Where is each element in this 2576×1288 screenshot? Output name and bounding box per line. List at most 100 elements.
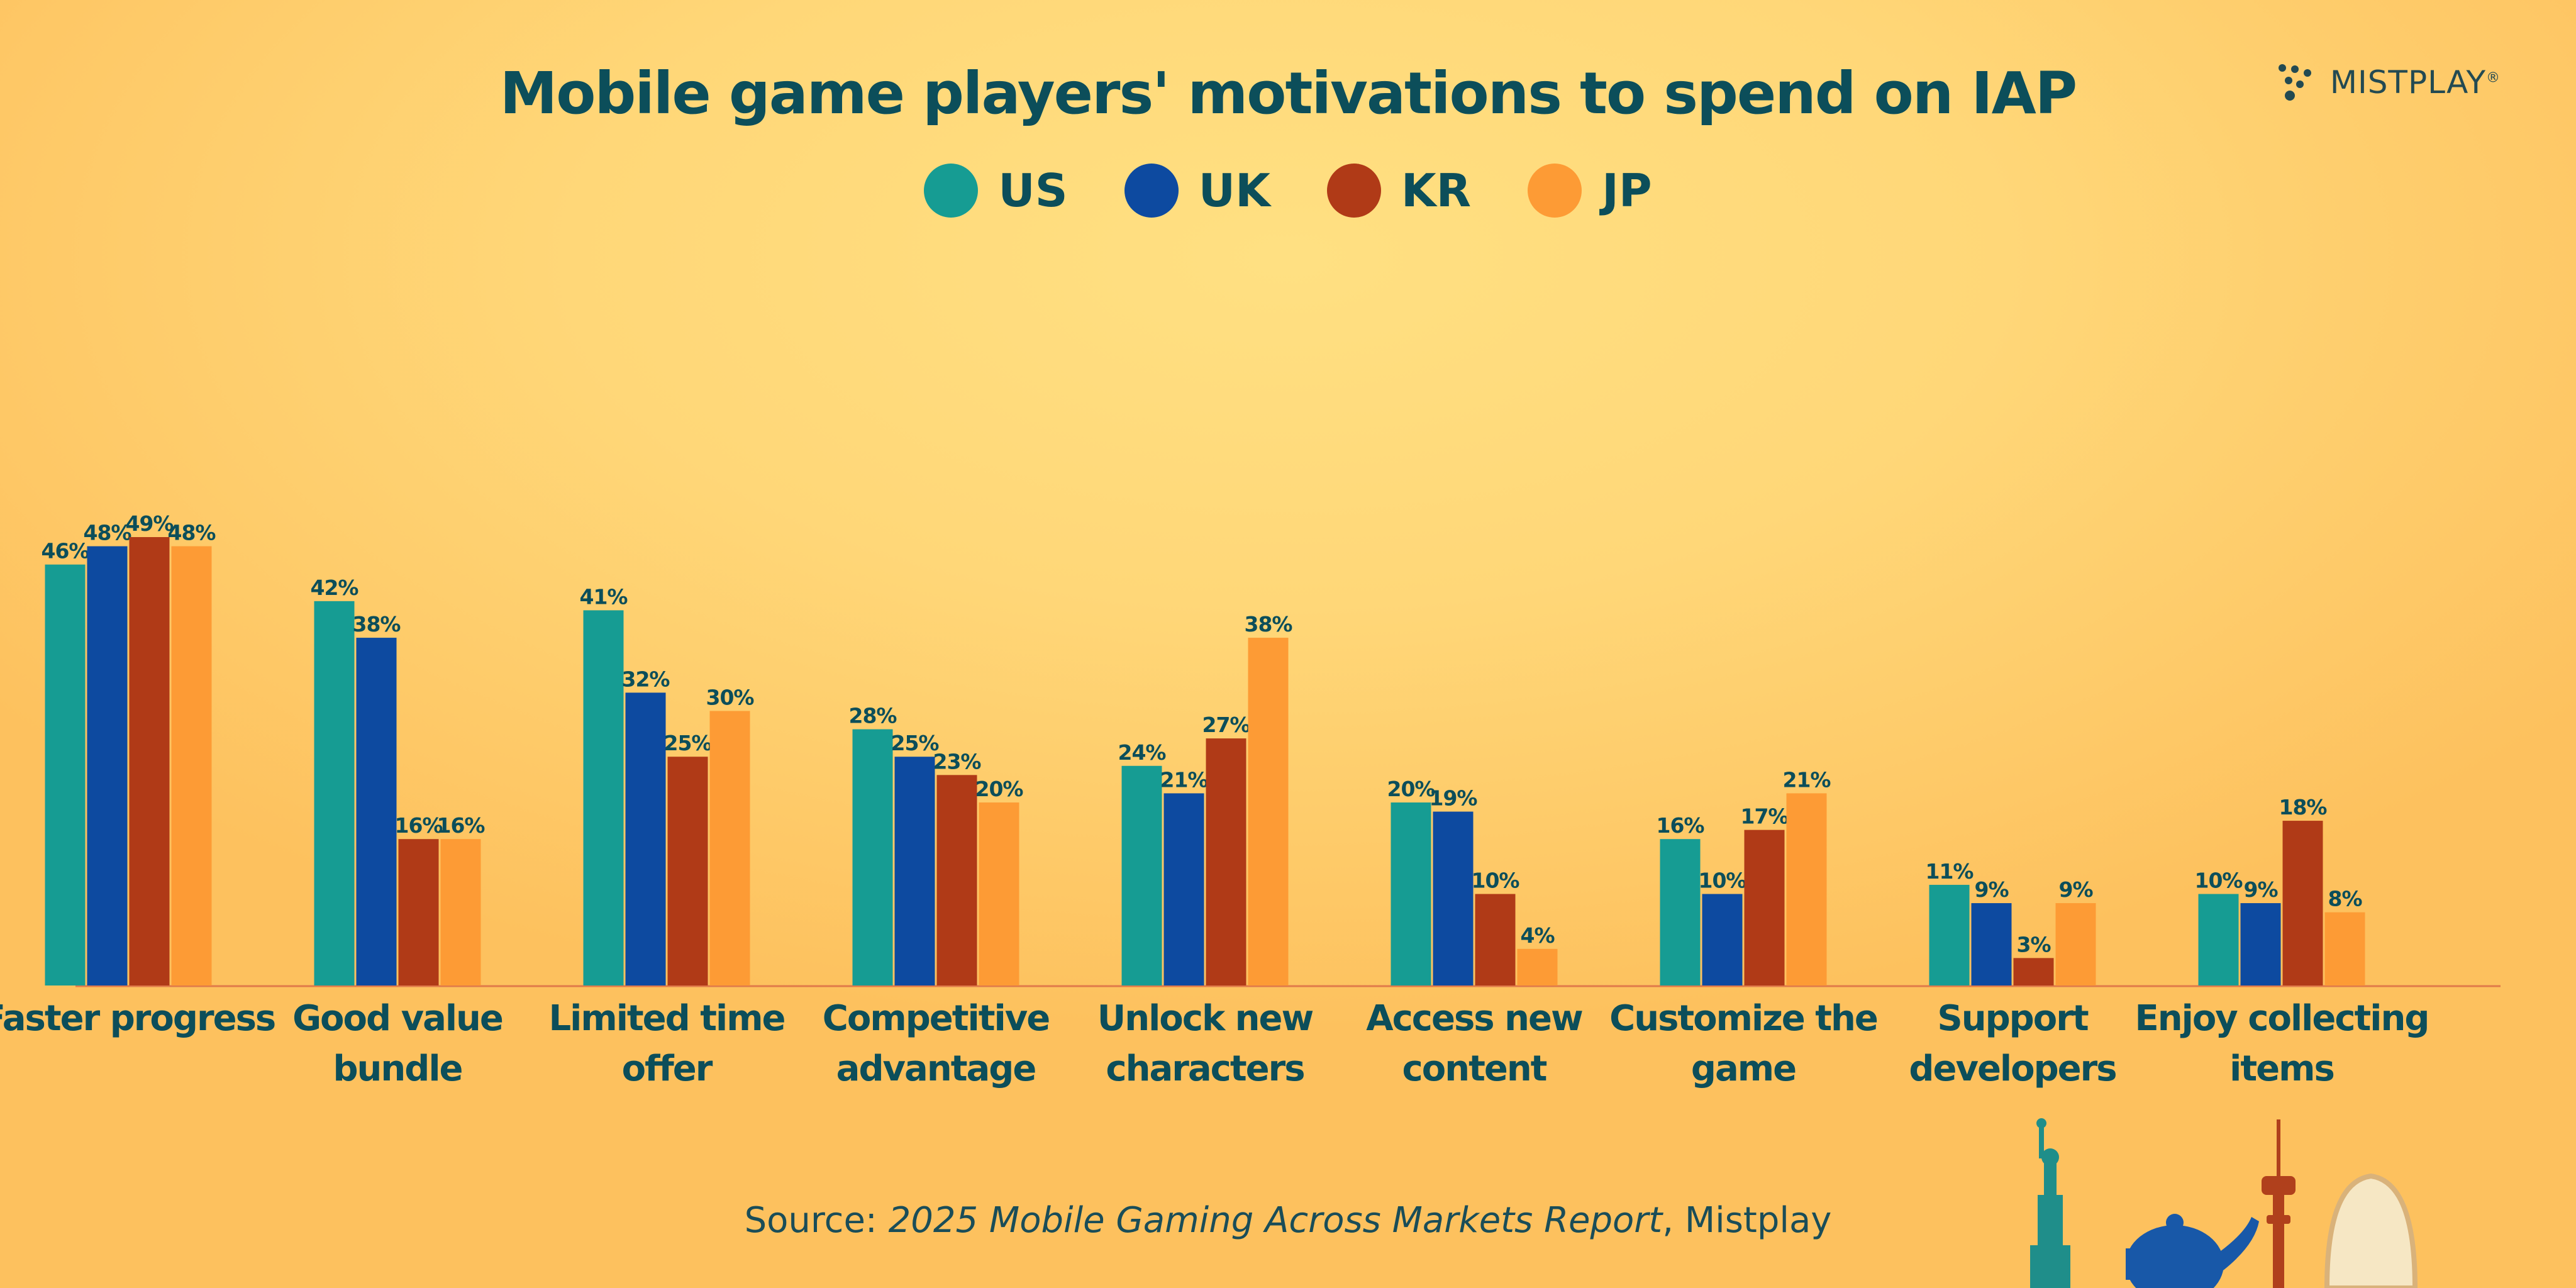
legend-item-jp: JP — [1528, 164, 1652, 218]
data-label-kr-4: 23% — [933, 749, 982, 774]
source-note: Source: 2025 Mobile Gaming Across Market… — [744, 1200, 1832, 1241]
bar-jp-6 — [1517, 948, 1558, 985]
bar-kr-4 — [936, 775, 977, 985]
statue-of-liberty-icon — [2030, 1118, 2070, 1288]
legend-swatch-uk — [1124, 164, 1179, 218]
data-label-us-4: 28% — [849, 704, 897, 728]
category-label-8-line-2: developers — [1909, 1048, 2116, 1089]
category-label-2-line-2: bundle — [333, 1048, 462, 1089]
brand-name: MISTPLAY® — [2329, 64, 2501, 101]
legend-swatch-jp — [1528, 164, 1582, 218]
data-label-jp-5: 38% — [1245, 612, 1293, 636]
data-label-kr-6: 10% — [1472, 868, 1520, 892]
bar-uk-1 — [87, 546, 128, 985]
bar-jp-3 — [709, 711, 750, 985]
bar-uk-2 — [356, 638, 397, 985]
data-label-kr-5: 27% — [1202, 713, 1251, 737]
data-label-uk-6: 19% — [1430, 786, 1478, 811]
bar-kr-8 — [2013, 958, 2054, 985]
data-label-us-2: 42% — [311, 575, 359, 600]
bar-uk-3 — [625, 692, 666, 985]
bar-kr-1 — [129, 537, 170, 985]
legend-item-us: US — [924, 164, 1068, 218]
legend-label-kr: KR — [1401, 164, 1472, 217]
bar-us-8 — [1929, 884, 1970, 985]
legend-swatch-us — [924, 164, 979, 218]
data-label-us-3: 41% — [580, 584, 628, 609]
bar-us-4 — [852, 729, 893, 985]
data-label-jp-3: 30% — [706, 685, 755, 709]
data-label-uk-1: 48% — [84, 521, 132, 545]
bar-uk-6 — [1433, 811, 1474, 985]
bar-us-3 — [583, 610, 624, 985]
data-label-kr-8: 3% — [2016, 932, 2051, 957]
bar-uk-4 — [894, 757, 935, 985]
category-label-3-line-1: Limited time — [548, 998, 784, 1039]
bar-jp-2 — [440, 839, 481, 985]
bar-jp-5 — [1248, 638, 1289, 985]
bar-jp-9 — [2324, 912, 2365, 985]
category-label-6-line-2: content — [1402, 1048, 1547, 1089]
category-label-8-line-1: Support — [1937, 998, 2088, 1039]
bar-us-9 — [2198, 894, 2239, 985]
bar-kr-9 — [2282, 821, 2323, 985]
category-label-1: Faster progress — [0, 998, 275, 1039]
bar-jp-8 — [2055, 903, 2096, 985]
bar-kr-6 — [1475, 894, 1516, 985]
data-label-uk-3: 32% — [622, 667, 670, 691]
data-label-kr-9: 18% — [2279, 795, 2328, 819]
data-label-kr-3: 25% — [664, 731, 713, 755]
data-label-uk-8: 9% — [1974, 877, 2009, 902]
data-label-jp-6: 4% — [1520, 923, 1555, 948]
legend-label-uk: UK — [1198, 164, 1270, 217]
bar-uk-8 — [1971, 903, 2012, 985]
bar-uk-5 — [1163, 793, 1204, 985]
data-label-us-9: 10% — [2195, 868, 2243, 892]
data-label-kr-2: 16% — [395, 813, 443, 838]
category-label-5-line-2: characters — [1106, 1048, 1304, 1089]
category-label-2-line-1: Good value — [292, 998, 502, 1039]
category-label-9-line-1: Enjoy collecting — [2135, 998, 2429, 1039]
legend-label-us: US — [998, 164, 1068, 217]
data-label-jp-8: 9% — [2058, 877, 2093, 902]
data-label-us-8: 11% — [1926, 859, 1974, 884]
data-label-uk-7: 10% — [1699, 868, 1747, 892]
teapot-icon — [2126, 1214, 2259, 1288]
category-label-9-line-2: items — [2229, 1048, 2334, 1089]
bar-jp-1 — [171, 546, 212, 985]
bar-chart: 46%48%49%48%Faster progress42%38%16%16%G… — [0, 511, 2501, 1089]
legend-item-kr: KR — [1326, 164, 1472, 218]
bar-jp-7 — [1786, 793, 1827, 985]
tower-icon — [2262, 1119, 2296, 1288]
bar-kr-2 — [398, 839, 439, 985]
category-label-6-line-1: Access new — [1366, 998, 1582, 1039]
legend: US UK KR JP — [0, 164, 2576, 218]
legend-item-uk: UK — [1124, 164, 1270, 218]
category-label-5-line-1: Unlock new — [1097, 998, 1313, 1039]
bar-kr-5 — [1206, 738, 1246, 985]
data-label-jp-1: 48% — [168, 521, 216, 545]
category-label-7-line-1: Customize the — [1609, 998, 1877, 1039]
data-label-jp-4: 20% — [975, 777, 1024, 801]
category-label-3-line-2: offer — [622, 1048, 713, 1089]
data-label-kr-7: 17% — [1741, 804, 1789, 829]
legend-label-jp: JP — [1602, 164, 1652, 217]
data-label-kr-1: 49% — [126, 511, 174, 536]
category-label-4-line-2: advantage — [836, 1048, 1036, 1089]
data-label-uk-5: 21% — [1160, 767, 1209, 792]
data-label-jp-2: 16% — [437, 813, 486, 838]
data-label-us-7: 16% — [1657, 813, 1705, 838]
data-label-us-1: 46% — [42, 539, 90, 564]
brand-dots-icon — [2278, 64, 2311, 101]
bar-uk-9 — [2240, 903, 2281, 985]
bar-uk-7 — [1702, 894, 1743, 985]
data-label-jp-7: 21% — [1783, 767, 1831, 792]
dome-icon — [2324, 1173, 2418, 1288]
bar-kr-3 — [667, 757, 708, 985]
bar-us-6 — [1391, 802, 1431, 985]
data-label-uk-9: 9% — [2243, 877, 2278, 902]
data-label-us-5: 24% — [1118, 740, 1167, 765]
bar-us-7 — [1660, 839, 1701, 985]
bar-jp-4 — [979, 802, 1019, 985]
data-label-uk-4: 25% — [891, 731, 940, 755]
